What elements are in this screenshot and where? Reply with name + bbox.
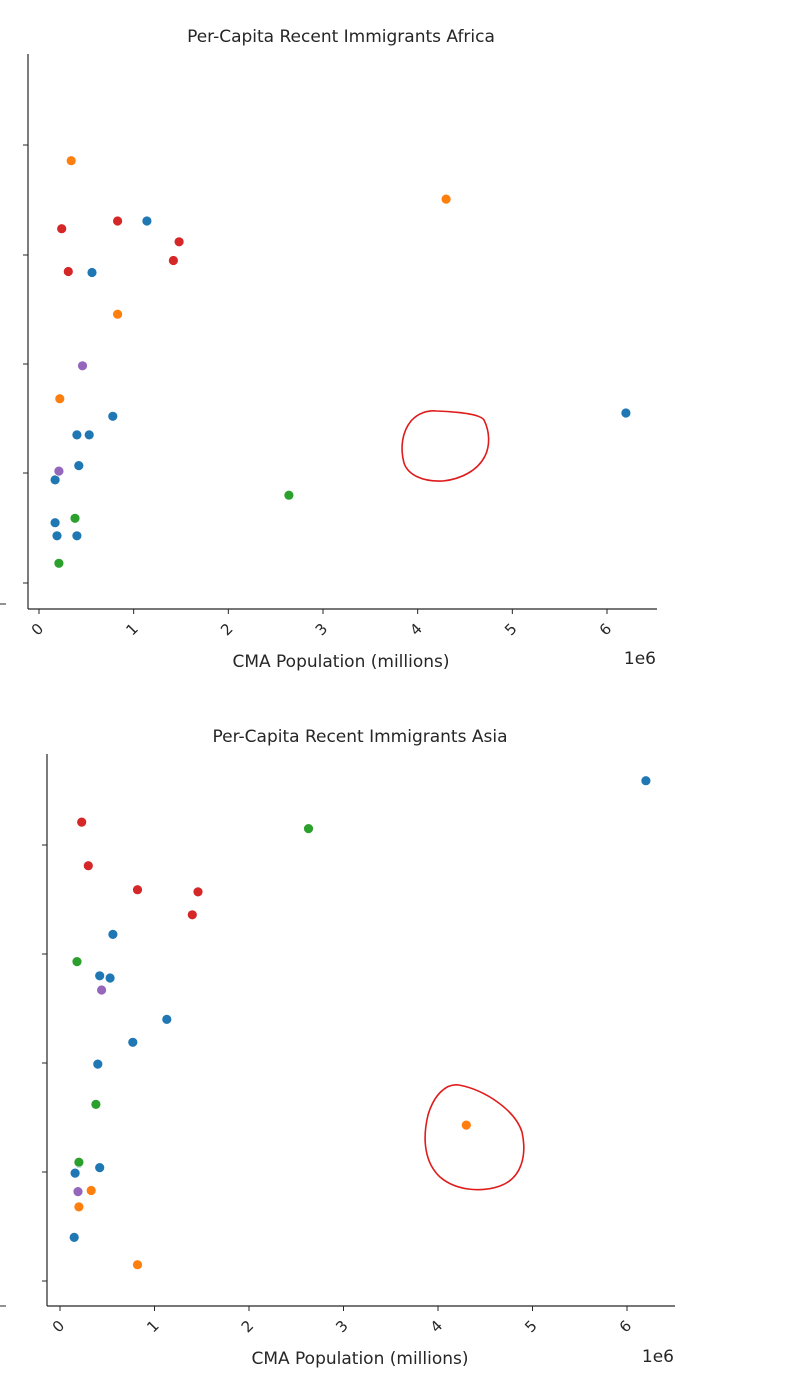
data-point [104, 972, 116, 984]
africa-axes [0, 54, 657, 610]
data-point [73, 460, 85, 472]
africa-x-axis-label: CMA Population (millions) [232, 652, 449, 672]
data-point [54, 393, 66, 405]
data-point [83, 429, 95, 441]
x-tick-label: 6 [596, 620, 615, 639]
data-point [112, 215, 123, 227]
x-tick-label: 5 [521, 1317, 540, 1336]
x-tick-label: 3 [312, 620, 331, 639]
data-point [141, 215, 153, 227]
africa-data-points [49, 155, 632, 569]
data-point [167, 255, 179, 266]
data-point [640, 775, 652, 787]
data-point [192, 886, 204, 898]
data-point [92, 1058, 104, 1070]
data-point [94, 1162, 106, 1173]
africa-chart-title: Per-Capita Recent Immigrants Africa [187, 27, 495, 47]
data-point [69, 512, 81, 524]
data-point [72, 1186, 84, 1197]
data-point [107, 410, 119, 422]
africa-annotation-circle [401, 410, 490, 482]
data-point [53, 557, 65, 569]
data-point [112, 308, 123, 320]
data-point [94, 970, 106, 982]
data-point [51, 530, 63, 542]
data-point [49, 517, 61, 529]
asia-x-offset-label: 1e6 [642, 1347, 674, 1367]
data-point [460, 1119, 472, 1131]
asia-annotation-circle [424, 1084, 525, 1191]
data-point [90, 1099, 102, 1110]
asia-x-axis-label: CMA Population (millions) [251, 1349, 468, 1369]
asia-chart-title: Per-Capita Recent Immigrants Asia [213, 727, 508, 747]
africa-x-offset-label: 1e6 [624, 649, 656, 669]
asia-x-ticks: 0 1 2 3 4 5 6 [49, 1306, 635, 1336]
africa-scatter-chart: Per-Capita Recent Immigrants Africa 0 1 2 3… [0, 27, 657, 672]
x-tick-label: 1 [122, 620, 141, 639]
x-tick-label: 3 [332, 1317, 351, 1336]
x-tick-label: 0 [49, 1317, 68, 1336]
data-point [186, 909, 198, 921]
africa-x-ticks: 0 1 2 3 4 5 6 [28, 609, 615, 639]
data-point [283, 489, 295, 501]
x-tick-label: 4 [427, 1317, 446, 1336]
data-point [173, 236, 185, 248]
x-tick-label: 1 [143, 1317, 162, 1336]
x-tick-label: 6 [616, 1317, 635, 1336]
data-point [86, 267, 98, 278]
data-point [127, 1036, 139, 1048]
x-tick-label: 4 [406, 620, 425, 639]
asia-axes [0, 754, 675, 1307]
data-point [56, 223, 68, 235]
data-point [71, 956, 83, 967]
data-point [303, 823, 314, 834]
asia-data-points [68, 775, 652, 1271]
data-point [68, 1232, 80, 1243]
x-tick-label: 2 [238, 1317, 257, 1336]
data-point [69, 1167, 81, 1179]
data-point [62, 266, 74, 277]
data-point [53, 465, 65, 477]
data-point [620, 407, 632, 419]
data-point [76, 816, 88, 828]
data-point [132, 1259, 143, 1271]
data-point [107, 929, 119, 940]
data-point [71, 530, 83, 542]
asia-scatter-chart: Per-Capita Recent Immigrants Asia 0 1 2 3 4 5… [0, 727, 675, 1369]
data-point [96, 984, 107, 996]
data-point [161, 1014, 173, 1025]
data-point [440, 193, 452, 205]
data-point [65, 155, 77, 167]
x-tick-label: 0 [28, 620, 47, 639]
data-point [71, 429, 83, 441]
x-tick-label: 2 [217, 620, 236, 639]
data-point [73, 1156, 85, 1168]
data-point [77, 360, 88, 372]
data-point [85, 1185, 97, 1196]
data-point [73, 1201, 85, 1213]
data-point [82, 860, 94, 872]
x-tick-label: 5 [501, 620, 520, 639]
data-point [132, 884, 143, 896]
